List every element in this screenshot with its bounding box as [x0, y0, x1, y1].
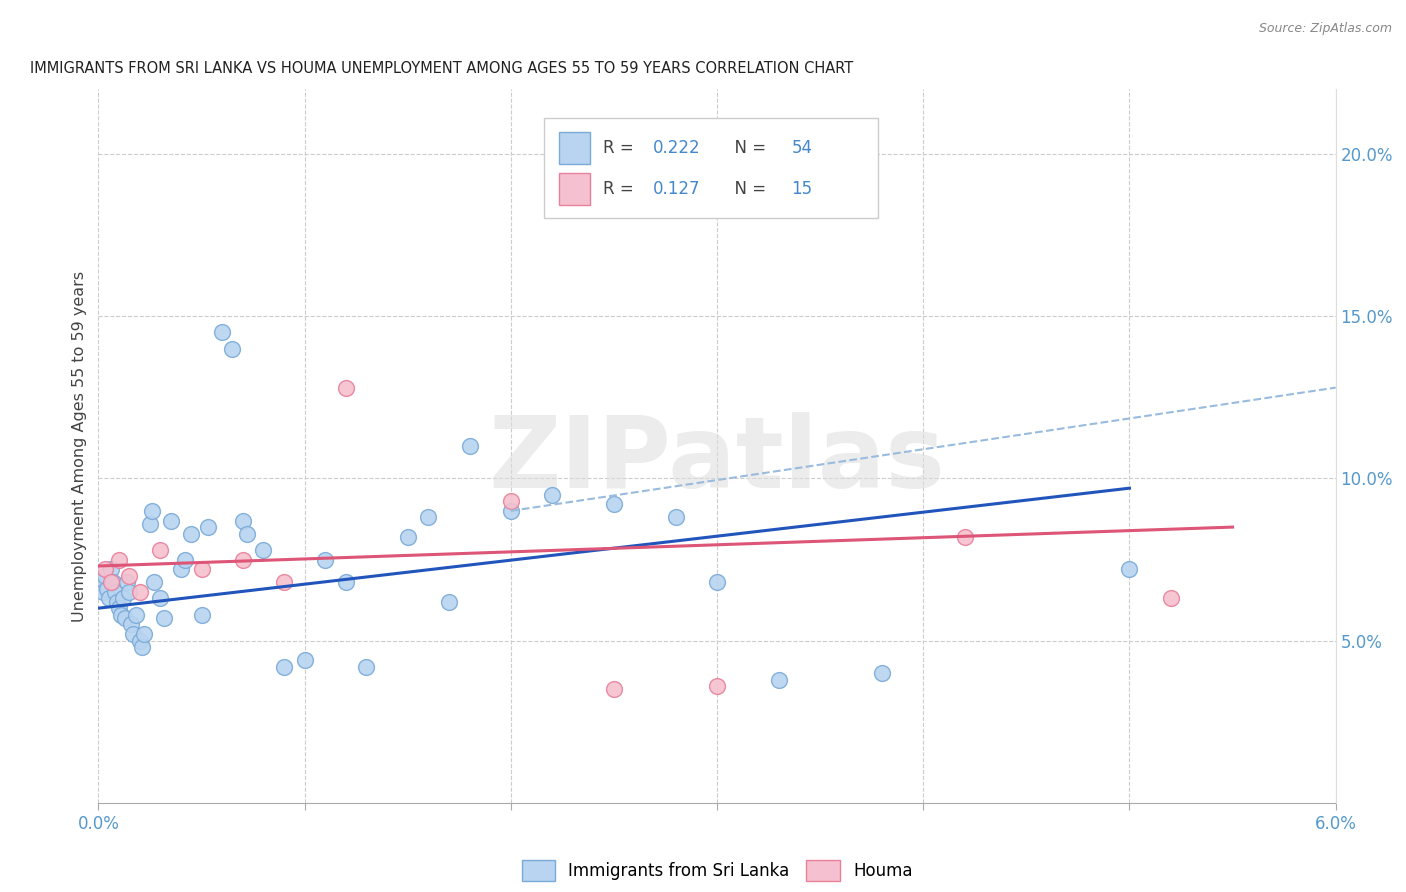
- Point: [110, 607, 132, 622]
- Point: [870, 666, 893, 681]
- Text: IMMIGRANTS FROM SRI LANKA VS HOUMA UNEMPLOYMENT AMONG AGES 55 TO 59 YEARS CORREL: IMMIGRANTS FROM SRI LANKA VS HOUMA UNEMP…: [31, 61, 853, 76]
- Point: [211, 326, 233, 340]
- Point: [706, 679, 728, 693]
- Point: [159, 514, 181, 528]
- Point: [294, 653, 316, 667]
- Point: [118, 568, 141, 582]
- Text: 15: 15: [792, 180, 813, 198]
- Point: [105, 595, 128, 609]
- Text: N =: N =: [724, 180, 772, 198]
- Point: [131, 640, 153, 654]
- Text: 0.222: 0.222: [652, 139, 700, 157]
- Point: [356, 659, 378, 673]
- Point: [143, 575, 166, 590]
- FancyBboxPatch shape: [558, 132, 589, 164]
- Point: [458, 439, 481, 453]
- Point: [118, 585, 141, 599]
- Point: [273, 659, 295, 673]
- Point: [149, 591, 172, 606]
- Point: [108, 601, 131, 615]
- Text: N =: N =: [724, 139, 772, 157]
- Point: [149, 542, 172, 557]
- Point: [499, 494, 522, 508]
- Point: [104, 585, 127, 599]
- Y-axis label: Unemployment Among Ages 55 to 59 years: Unemployment Among Ages 55 to 59 years: [72, 270, 87, 622]
- Point: [273, 575, 295, 590]
- Point: [96, 582, 118, 596]
- Point: [252, 542, 274, 557]
- Point: [221, 342, 243, 356]
- Point: [93, 568, 115, 582]
- Point: [117, 575, 139, 590]
- Point: [232, 514, 254, 528]
- Point: [396, 530, 419, 544]
- Point: [132, 627, 155, 641]
- Point: [93, 562, 115, 576]
- Legend: Immigrants from Sri Lanka, Houma: Immigrants from Sri Lanka, Houma: [515, 854, 920, 888]
- Point: [100, 575, 122, 590]
- Point: [100, 562, 122, 576]
- Point: [603, 682, 626, 697]
- Text: ZIPatlas: ZIPatlas: [489, 412, 945, 508]
- Point: [120, 617, 142, 632]
- Point: [97, 591, 120, 606]
- Point: [1118, 562, 1140, 576]
- Point: [101, 575, 124, 590]
- Point: [114, 611, 136, 625]
- Point: [706, 575, 728, 590]
- Point: [174, 552, 197, 566]
- Text: R =: R =: [603, 139, 640, 157]
- Point: [108, 552, 131, 566]
- Point: [232, 552, 254, 566]
- Point: [91, 585, 114, 599]
- Point: [418, 510, 440, 524]
- Text: Source: ZipAtlas.com: Source: ZipAtlas.com: [1258, 22, 1392, 36]
- Point: [603, 497, 626, 511]
- Point: [139, 516, 162, 531]
- Point: [197, 520, 219, 534]
- Point: [768, 673, 790, 687]
- Point: [1160, 591, 1182, 606]
- Point: [190, 562, 212, 576]
- Text: 54: 54: [792, 139, 813, 157]
- Text: 0.127: 0.127: [652, 180, 700, 198]
- Point: [153, 611, 176, 625]
- Point: [665, 510, 688, 524]
- Point: [180, 526, 202, 541]
- FancyBboxPatch shape: [558, 173, 589, 205]
- Point: [335, 381, 357, 395]
- Point: [128, 633, 150, 648]
- FancyBboxPatch shape: [544, 118, 877, 218]
- Point: [112, 591, 135, 606]
- Point: [141, 504, 163, 518]
- Point: [190, 607, 212, 622]
- Point: [541, 488, 564, 502]
- Point: [437, 595, 460, 609]
- Text: R =: R =: [603, 180, 640, 198]
- Point: [89, 575, 111, 590]
- Point: [314, 552, 336, 566]
- Point: [170, 562, 193, 576]
- Point: [236, 526, 259, 541]
- Point: [335, 575, 357, 590]
- Point: [128, 585, 150, 599]
- Point: [953, 530, 976, 544]
- Point: [124, 607, 146, 622]
- Point: [122, 627, 145, 641]
- Point: [499, 504, 522, 518]
